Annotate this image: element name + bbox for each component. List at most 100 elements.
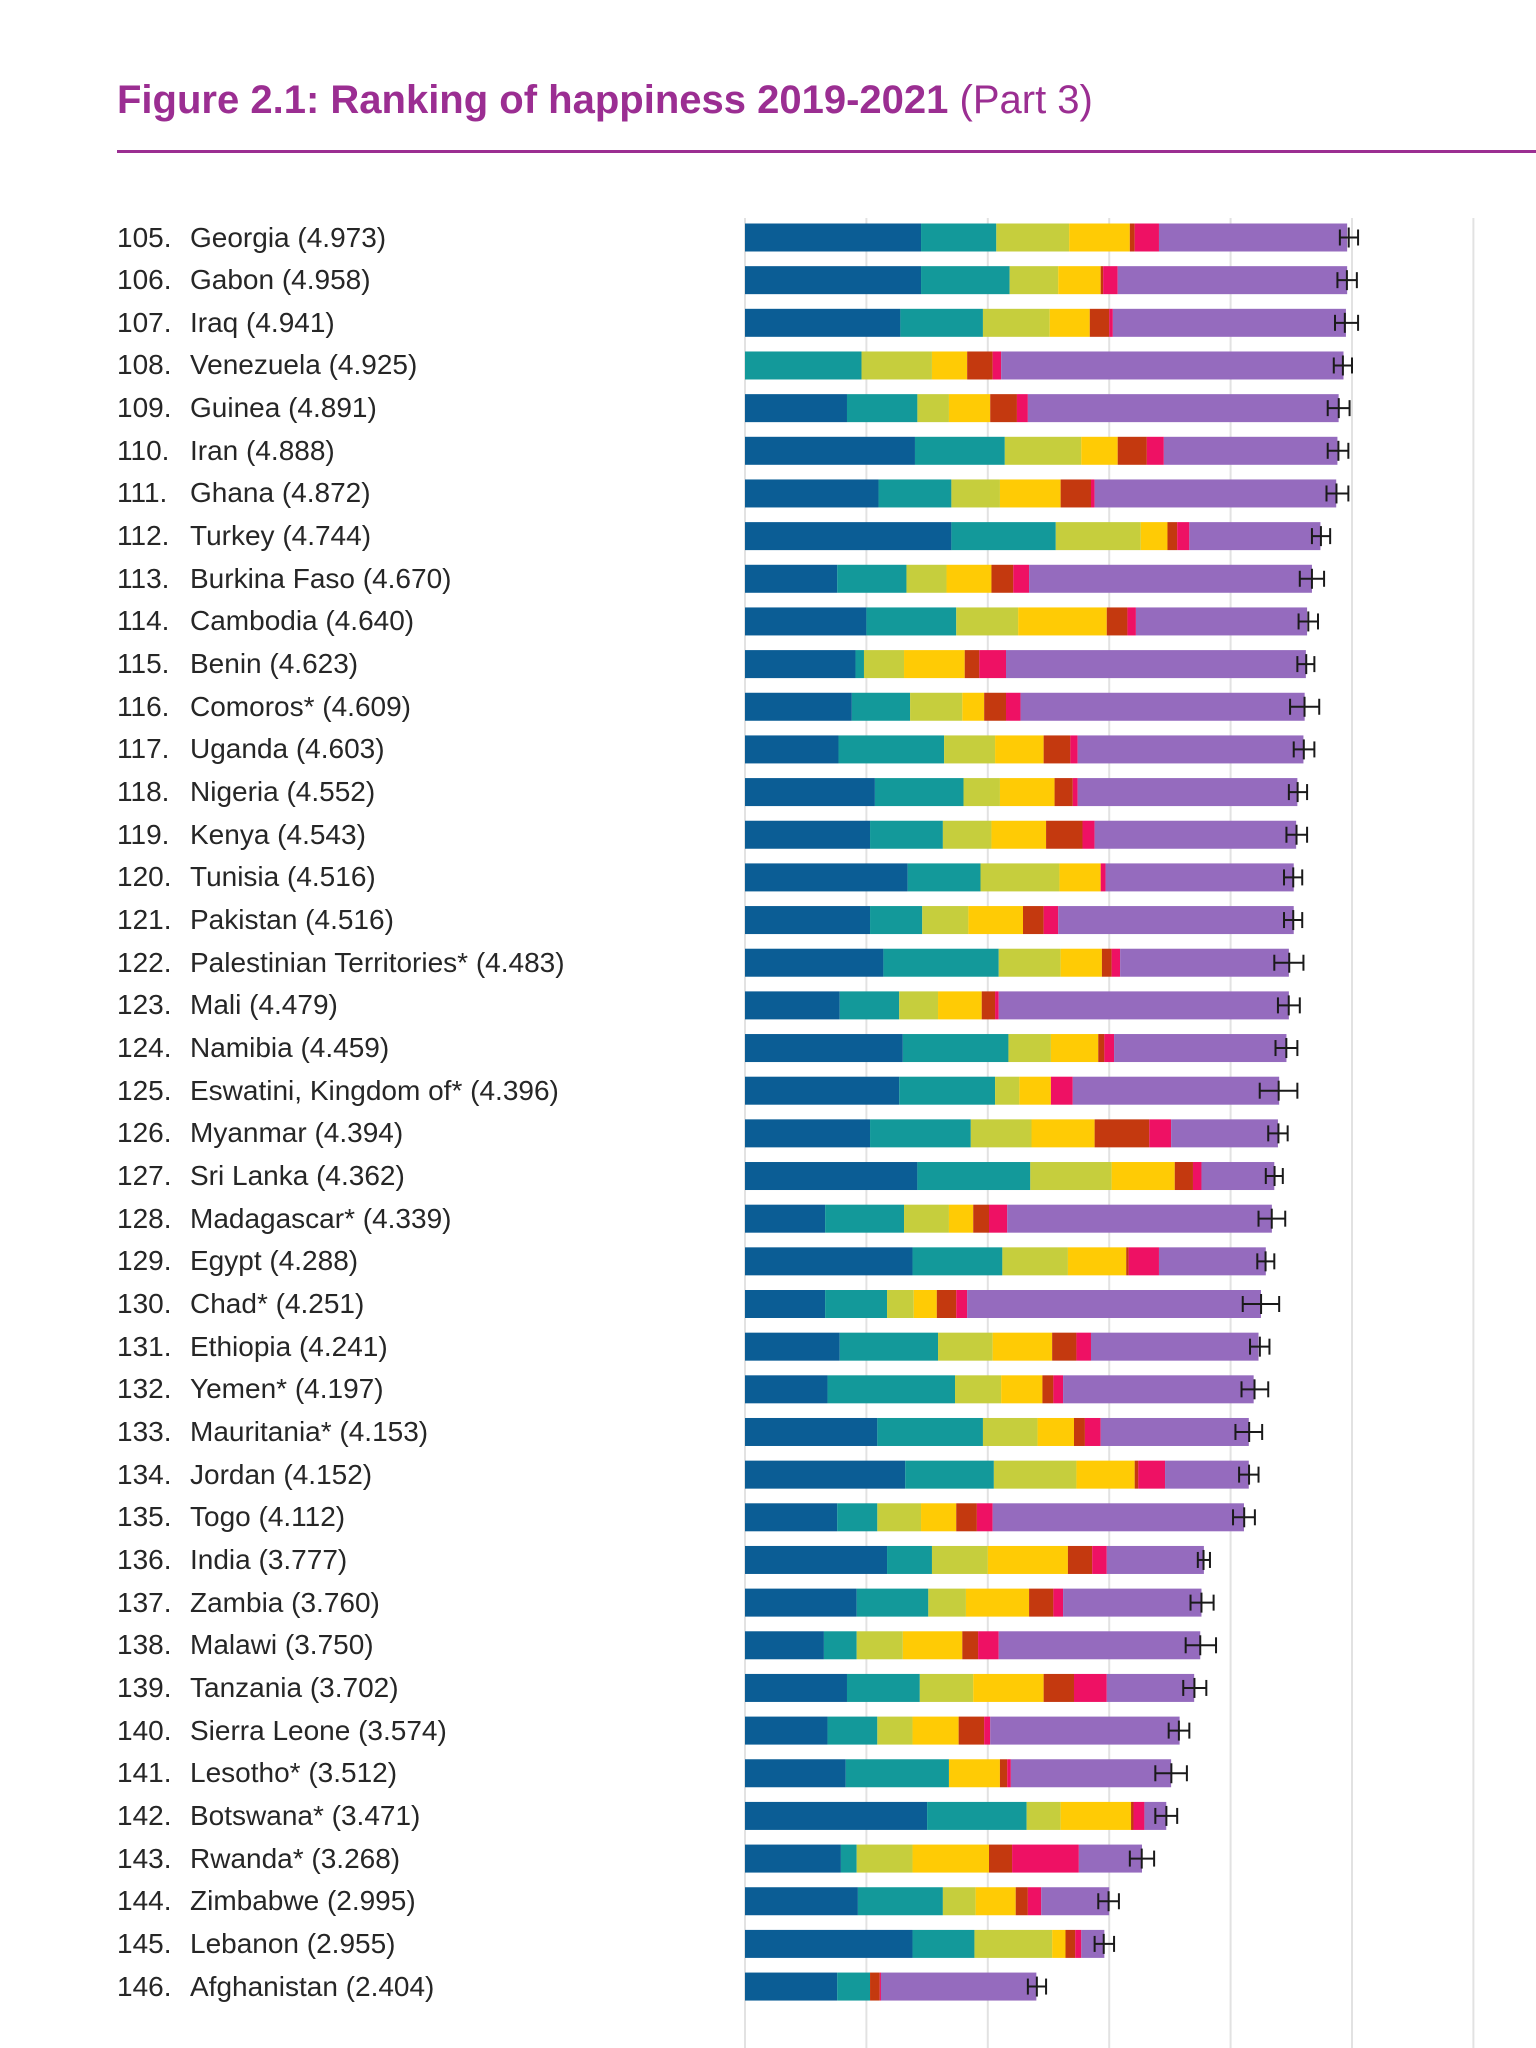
bar-row	[745, 948, 1305, 977]
country-name-score: Ghana (4.872)	[190, 477, 371, 509]
bar-segment-5	[964, 650, 980, 679]
country-name-score: Egypt (4.288)	[190, 1245, 359, 1277]
bar-segment-4	[968, 906, 1024, 935]
bar-segment-2	[912, 1929, 975, 1958]
bar-segment-2	[846, 1673, 920, 1702]
bar-segment-7	[1158, 223, 1348, 252]
bar-segment-4	[975, 1887, 1016, 1916]
bar-segment-3	[877, 1503, 922, 1532]
bar-segment-1	[745, 1204, 826, 1233]
country-label: 121. Pakistan (4.516)	[117, 905, 394, 935]
bar-segment-1	[745, 906, 871, 935]
bar-segment-3	[919, 1673, 974, 1702]
bar-row	[745, 991, 1301, 1020]
bar-segment-5	[1098, 1034, 1105, 1063]
bar-segment-3	[942, 1887, 976, 1916]
bar-segment-6	[1076, 1332, 1091, 1361]
rank-number: 117.	[117, 733, 170, 765]
bar-segment-2	[857, 1887, 943, 1916]
rank-number: 115.	[117, 648, 170, 680]
bar-row	[745, 1801, 1179, 1830]
country-label: 124. Namibia (4.459)	[117, 1033, 389, 1063]
country-name-score: Zambia (3.760)	[190, 1586, 380, 1618]
bar-segment-5	[936, 1290, 957, 1318]
bar-segment-5	[1089, 308, 1110, 337]
country-label: 114. Cambodia (4.640)	[117, 606, 414, 636]
country-label: 127. Sri Lanka (4.362)	[117, 1161, 405, 1191]
bar-segment-1	[745, 863, 908, 892]
country-name-score: Sierra Leone (3.574)	[190, 1714, 447, 1746]
bar-segment-3	[856, 1844, 913, 1873]
bar-segment-5	[1167, 522, 1178, 551]
bar-row	[745, 863, 1304, 892]
rank-number: 109.	[117, 392, 172, 424]
bar-segment-5	[1023, 906, 1044, 935]
bar-segment-5	[1129, 223, 1135, 252]
country-label: 146. Afghanistan (2.404)	[117, 1971, 434, 2002]
country-label: 135. Togo (4.112)	[117, 1502, 345, 1532]
bar-segment-5	[958, 1716, 985, 1745]
bar-segment-4	[1050, 1034, 1099, 1063]
bar-segment-4	[931, 351, 968, 380]
bar-segment-6	[1043, 906, 1059, 935]
rank-number: 142.	[117, 1799, 172, 1831]
bar-segment-7	[1114, 1034, 1287, 1063]
bar-segment-4	[1081, 436, 1118, 465]
bar-segment-2	[825, 1290, 888, 1318]
country-label: 142. Botswana* (3.471)	[117, 1799, 420, 1831]
bar-segment-4	[948, 394, 991, 423]
figure-title-main: Figure 2.1: Ranking of happiness 2019-20…	[117, 78, 949, 122]
bar-segment-2	[914, 436, 1005, 465]
bar-row	[745, 778, 1309, 807]
country-name-score: Pakistan (4.516)	[190, 904, 394, 936]
rank-number: 105.	[117, 221, 172, 253]
bar-segment-3	[906, 564, 947, 593]
bar-segment-1	[745, 1460, 906, 1489]
bar-segment-3	[904, 1204, 949, 1233]
country-label: 116. Comoros* (4.609)	[117, 691, 411, 722]
bar-segment-3	[910, 692, 963, 721]
bar-segment-7	[967, 1290, 1261, 1318]
bar-segment-1	[745, 1290, 826, 1318]
bar-segment-2	[745, 351, 862, 380]
bar-segment-1	[745, 1119, 871, 1148]
country-label: 111. Ghana (4.872)	[117, 478, 371, 508]
bar-segment-4	[1069, 223, 1130, 252]
bar-segment-7	[1100, 1417, 1249, 1446]
bar-row	[745, 1290, 1281, 1318]
bar-segment-6	[1192, 1162, 1202, 1191]
bar-segment-4	[904, 650, 965, 679]
figure-title: Figure 2.1: Ranking of happiness 2019-20…	[117, 72, 1093, 128]
bar-segment-2	[874, 778, 964, 807]
bar-segment-6	[1104, 1034, 1115, 1063]
bar-segment-7	[998, 1631, 1201, 1660]
bar-segment-6	[1149, 1119, 1172, 1148]
bar-segment-6	[1138, 1460, 1166, 1489]
bar-segment-5	[1015, 1887, 1028, 1916]
bar-segment-7	[990, 1716, 1180, 1745]
bar-segment-7	[1106, 1673, 1195, 1702]
bar-row	[745, 1929, 1116, 1958]
bar-segment-4	[946, 564, 992, 593]
bar-segment-4	[973, 1673, 1044, 1702]
rank-number: 114.	[117, 605, 170, 637]
rank-number: 110.	[117, 434, 170, 466]
bar-segment-6	[1090, 479, 1095, 508]
bar-segment-5	[973, 1204, 990, 1233]
bar-segment-2	[927, 1801, 1027, 1830]
bar-segment-6	[1111, 948, 1121, 977]
bar-row	[745, 1545, 1211, 1574]
country-label: 125. Eswatini, Kingdom of* (4.396)	[117, 1075, 559, 1106]
country-name-score: Uganda (4.603)	[190, 733, 385, 765]
country-name-score: Nigeria (4.552)	[190, 776, 376, 808]
bar-segment-3	[938, 1332, 993, 1361]
bar-segment-7	[1020, 692, 1305, 721]
bar-segment-2	[846, 394, 918, 423]
bar-segment-3	[974, 1929, 1053, 1958]
bar-segment-7	[1163, 436, 1338, 465]
bar-segment-7	[1029, 564, 1312, 593]
bar-row	[745, 650, 1316, 679]
bar-segment-2	[921, 266, 1010, 295]
bar-segment-2	[912, 1247, 1003, 1276]
